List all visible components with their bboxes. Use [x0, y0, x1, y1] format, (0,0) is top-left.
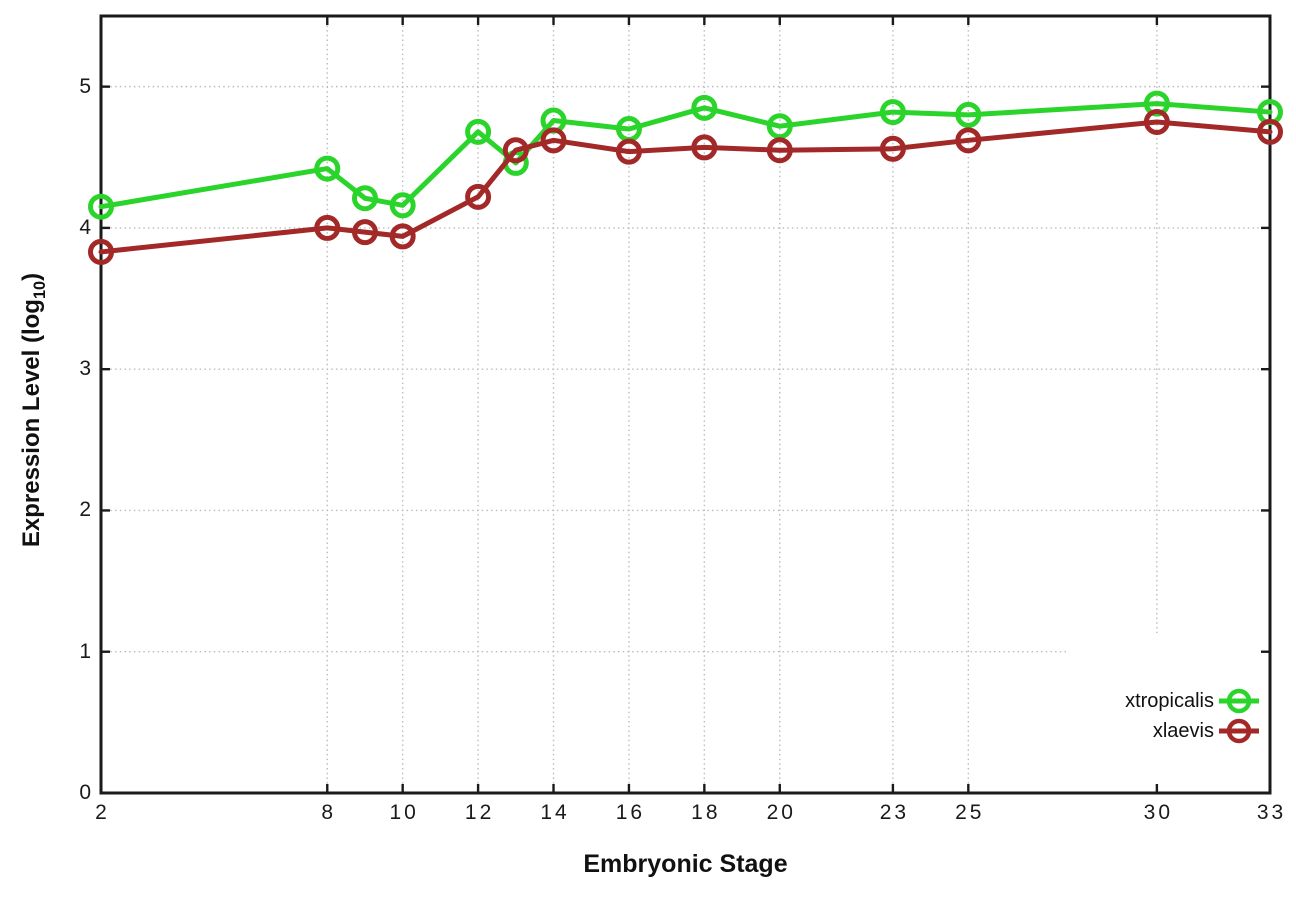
data-point-marker-xtropicalis	[766, 113, 793, 140]
y-axis-title-text: Expression Level (log	[18, 299, 46, 548]
axis-ticks	[99, 16, 1272, 795]
data-point-marker-xlaevis	[1257, 118, 1283, 145]
x-tick-label: 18	[691, 801, 721, 824]
data-point-marker-xtropicalis	[1143, 90, 1170, 117]
x-tick-label: 2	[95, 801, 110, 824]
legend-sample-xlaevis	[1219, 718, 1259, 744]
data-point-marker-xlaevis	[691, 134, 718, 161]
y-tick-label: 0	[79, 781, 91, 804]
data-point-marker-xlaevis	[88, 238, 114, 265]
x-tick-label: 10	[389, 801, 419, 824]
x-tick-label: 33	[1256, 801, 1287, 824]
data-point-marker-xtropicalis	[389, 192, 416, 219]
data-point-marker-xlaevis	[766, 137, 793, 164]
legend-sample-marker	[1226, 688, 1252, 714]
data-point-marker-xlaevis	[351, 219, 378, 246]
data-point-marker-xtropicalis	[88, 193, 114, 220]
data-point-marker-xtropicalis	[879, 99, 906, 126]
legend-sample-marker	[1226, 718, 1252, 744]
y-tick-label: 3	[79, 357, 91, 381]
x-tick-label: 23	[879, 801, 910, 824]
x-tick-label: 20	[766, 801, 796, 824]
x-tick-label: 16	[615, 801, 646, 824]
data-point-marker-xlaevis	[879, 135, 906, 162]
series-xtropicalis	[88, 90, 1283, 220]
series-line-xlaevis	[98, 119, 1273, 255]
plot-border	[99, 14, 1272, 795]
data-point-marker-xlaevis	[502, 137, 529, 164]
y-tick-label: 4	[79, 215, 91, 239]
data-point-marker-xtropicalis	[465, 118, 492, 145]
data-point-marker-xtropicalis	[691, 94, 718, 121]
legend-label-xtropicalis: xtropicalis	[1125, 690, 1214, 712]
y-tick-label: 2	[79, 498, 91, 522]
x-tick-label: 30	[1143, 801, 1174, 824]
data-point-marker-xlaevis	[389, 223, 416, 250]
data-point-marker-xtropicalis	[314, 155, 341, 182]
x-axis-title: Embryonic Stage	[101, 850, 1270, 879]
x-tick-label: 25	[955, 801, 985, 824]
y-axis-title-close: )	[18, 272, 46, 281]
y-tick-label: 1	[79, 639, 91, 663]
x-tick-label: 14	[540, 801, 570, 824]
data-point-marker-xtropicalis	[351, 185, 378, 212]
data-point-marker-xtropicalis	[955, 101, 982, 128]
y-axis-title: Expression Level (log10)	[18, 273, 50, 547]
x-tick-label: 8	[321, 801, 337, 824]
data-point-marker-xlaevis	[955, 127, 982, 154]
data-point-marker-xlaevis	[465, 183, 492, 210]
x-tick-label: 12	[464, 801, 495, 824]
y-axis-title-subscript: 10	[30, 280, 49, 300]
legend-label-xlaevis: xlaevis	[1152, 720, 1214, 742]
data-point-marker-xlaevis	[540, 127, 567, 154]
legend-sample-xtropicalis	[1219, 688, 1259, 714]
series-xlaevis	[88, 108, 1283, 265]
x-axis-title-text: Embryonic Stage	[583, 850, 788, 878]
series-line-xtropicalis	[98, 101, 1273, 210]
data-point-marker-xlaevis	[314, 214, 341, 241]
data-point-marker-xlaevis	[615, 138, 642, 165]
data-point-marker-xlaevis	[1143, 108, 1170, 135]
y-tick-label: 5	[79, 74, 91, 98]
